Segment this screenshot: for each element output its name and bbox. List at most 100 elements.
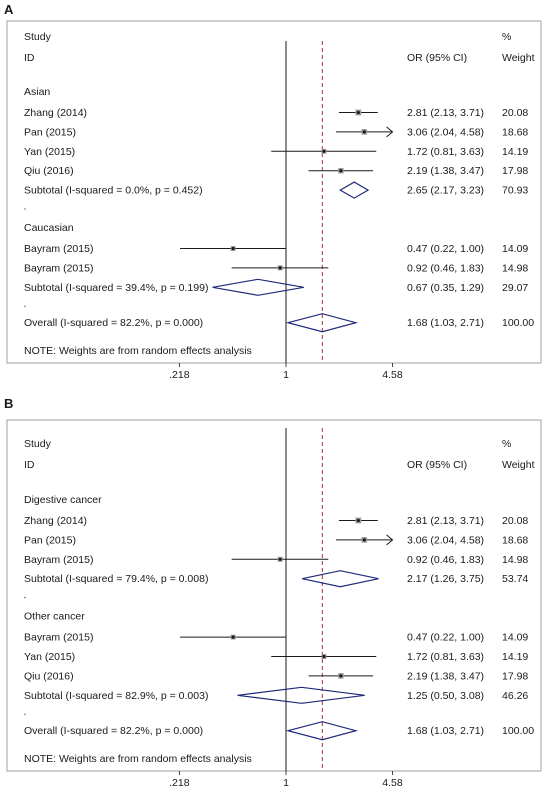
overall-label: Overall (I-squared = 82.2%, p = 0.000) xyxy=(24,725,203,737)
subtotal-diamond xyxy=(237,686,365,704)
study-label: Qiu (2016) xyxy=(24,165,74,177)
subtotal-label: Subtotal (I-squared = 79.4%, p = 0.008) xyxy=(24,573,208,585)
study-weight: 17.98 xyxy=(502,165,528,177)
study-label: Bayram (2015) xyxy=(24,554,93,566)
study-weight: 18.68 xyxy=(502,534,528,546)
study-or-ci: 3.06 (2.04, 4.58) xyxy=(407,126,484,138)
point-estimate xyxy=(231,246,235,251)
study-or-ci: 1.72 (0.81, 3.63) xyxy=(407,651,484,663)
note-text: NOTE: Weights are from random effects an… xyxy=(24,345,252,357)
subgroup-heading: Digestive cancer xyxy=(24,494,102,506)
study-label: Pan (2015) xyxy=(24,534,76,546)
study-or-ci: 2.81 (2.13, 3.71) xyxy=(407,515,484,527)
point-estimate xyxy=(356,110,360,115)
study-weight: 20.08 xyxy=(502,515,528,527)
header-id: ID xyxy=(24,459,35,471)
forest-panel-B xyxy=(6,419,542,775)
header-study: Study xyxy=(24,31,52,43)
study-or-ci: 3.06 (2.04, 4.58) xyxy=(407,534,484,546)
plot-frame xyxy=(6,20,542,364)
ci-arrow xyxy=(386,126,394,138)
point-estimate xyxy=(356,518,360,523)
subtotal-label: Subtotal (I-squared = 82.9%, p = 0.003) xyxy=(24,690,208,702)
study-weight: 14.19 xyxy=(502,146,528,158)
study-label: Bayram (2015) xyxy=(24,632,93,644)
subtotal-weight: 70.93 xyxy=(502,185,528,197)
study-label: Yan (2015) xyxy=(24,146,75,158)
axis-tick-label: 1 xyxy=(283,777,289,789)
study-label: Bayram (2015) xyxy=(24,243,93,255)
axis-tick-label: 4.58 xyxy=(382,369,403,381)
study-or-ci: 2.19 (1.38, 3.47) xyxy=(407,165,484,177)
forest-panel-A xyxy=(6,20,542,367)
overall-weight: 100.00 xyxy=(502,725,534,737)
study-weight: 17.98 xyxy=(502,670,528,682)
overall-diamond xyxy=(285,313,359,333)
subtotal-weight: 53.74 xyxy=(502,573,528,585)
header-percent: % xyxy=(502,31,511,43)
study-weight: 20.08 xyxy=(502,107,528,119)
subtotal-diamond xyxy=(339,181,370,199)
header-weight: Weight xyxy=(502,459,535,471)
overall-or-ci: 1.68 (1.03, 2.71) xyxy=(407,317,484,329)
subgroup-heading: Asian xyxy=(24,86,50,98)
spacer-dot xyxy=(24,597,26,599)
note-text: NOTE: Weights are from random effects an… xyxy=(24,753,252,765)
study-weight: 14.98 xyxy=(502,554,528,566)
study-or-ci: 0.92 (0.46, 1.83) xyxy=(407,262,484,274)
spacer-dot xyxy=(24,713,26,715)
point-estimate xyxy=(339,169,343,173)
subtotal-label: Subtotal (I-squared = 0.0%, p = 0.452) xyxy=(24,185,203,197)
point-estimate xyxy=(322,149,326,153)
subtotal-weight: 46.26 xyxy=(502,690,528,702)
study-label: Yan (2015) xyxy=(24,651,75,663)
point-estimate xyxy=(278,557,282,561)
overall-or-ci: 1.68 (1.03, 2.71) xyxy=(407,725,484,737)
subtotal-or-ci: 0.67 (0.35, 1.29) xyxy=(407,282,484,294)
study-or-ci: 0.47 (0.22, 1.00) xyxy=(407,243,484,255)
study-label: Bayram (2015) xyxy=(24,262,93,274)
study-weight: 18.68 xyxy=(502,126,528,138)
subgroup-heading: Other cancer xyxy=(24,611,85,623)
axis-tick-label: .218 xyxy=(169,369,190,381)
point-estimate xyxy=(231,635,235,639)
study-weight: 14.98 xyxy=(502,262,528,274)
axis-tick-label: 4.58 xyxy=(382,777,403,789)
header-or-ci: OR (95% CI) xyxy=(407,52,467,64)
axis-tick-label: .218 xyxy=(169,777,190,789)
overall-weight: 100.00 xyxy=(502,317,534,329)
header-or-ci: OR (95% CI) xyxy=(407,459,467,471)
panel-label: A xyxy=(4,2,14,17)
ci-arrow xyxy=(386,534,394,546)
subtotal-or-ci: 2.17 (1.26, 3.75) xyxy=(407,573,484,585)
point-estimate xyxy=(362,130,366,134)
header-percent: % xyxy=(502,438,511,450)
subtotal-diamond xyxy=(302,570,379,588)
spacer-dot xyxy=(24,305,26,307)
overall-diamond xyxy=(285,721,359,741)
overall-label: Overall (I-squared = 82.2%, p = 0.000) xyxy=(24,317,203,329)
study-weight: 14.09 xyxy=(502,243,528,255)
spacer-dot xyxy=(24,208,26,210)
study-or-ci: 1.72 (0.81, 3.63) xyxy=(407,146,484,158)
study-or-ci: 0.47 (0.22, 1.00) xyxy=(407,632,484,644)
study-label: Qiu (2016) xyxy=(24,670,74,682)
point-estimate xyxy=(278,266,282,270)
axis-tick-label: 1 xyxy=(283,369,289,381)
study-label: Zhang (2014) xyxy=(24,107,87,119)
point-estimate xyxy=(362,538,366,542)
study-or-ci: 2.19 (1.38, 3.47) xyxy=(407,670,484,682)
study-label: Zhang (2014) xyxy=(24,515,87,527)
subtotal-label: Subtotal (I-squared = 39.4%, p = 0.199) xyxy=(24,282,208,294)
study-or-ci: 0.92 (0.46, 1.83) xyxy=(407,554,484,566)
panel-label: B xyxy=(4,396,13,411)
plot-frame xyxy=(6,419,542,772)
subtotal-or-ci: 1.25 (0.50, 3.08) xyxy=(407,690,484,702)
subtotal-weight: 29.07 xyxy=(502,282,528,294)
header-id: ID xyxy=(24,52,35,64)
subtotal-diamond xyxy=(212,278,304,296)
study-or-ci: 2.81 (2.13, 3.71) xyxy=(407,107,484,119)
subtotal-or-ci: 2.65 (2.17, 3.23) xyxy=(407,185,484,197)
study-weight: 14.09 xyxy=(502,632,528,644)
